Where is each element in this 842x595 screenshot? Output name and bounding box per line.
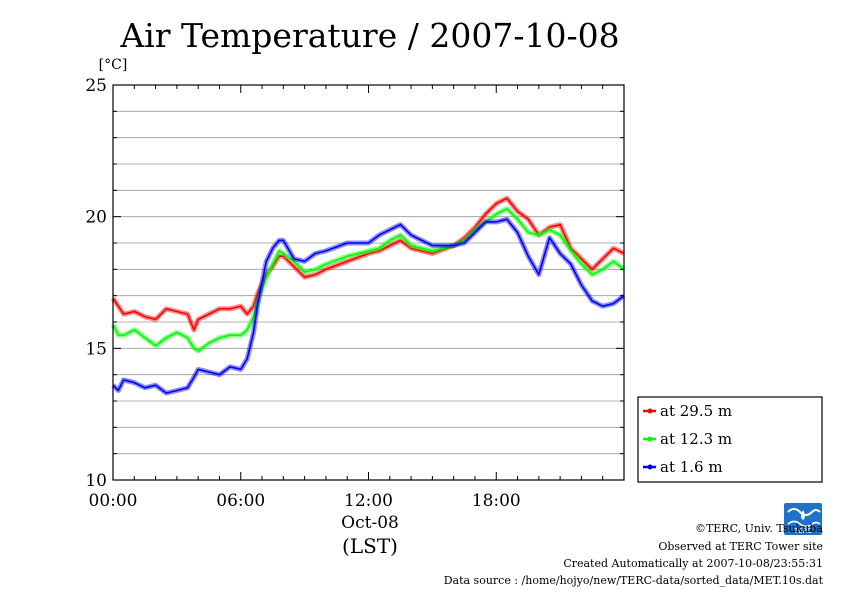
series-line-1 xyxy=(112,208,625,352)
x-tick-label: 00:00 xyxy=(89,491,138,511)
legend-marker xyxy=(647,464,653,470)
x-axis-date-label: Oct-08 xyxy=(341,513,399,533)
terc-logo: TERC xyxy=(784,503,822,535)
copyright-text: ©TERC, Univ. Tsukuba xyxy=(695,522,823,535)
x-axis-label: (LST) xyxy=(342,534,398,558)
created-text: Created Automatically at 2007-10-08/23:5… xyxy=(563,557,823,570)
series-line-2 xyxy=(112,218,625,394)
chart-legend: at 29.5 m at 12.3 m at 1.6 m xyxy=(637,396,823,483)
observed-text: Observed at TERC Tower site xyxy=(658,540,823,553)
y-tick-label: 20 xyxy=(85,208,107,228)
y-tick-label: 15 xyxy=(85,339,107,359)
plot-frame-rect xyxy=(112,84,625,481)
x-tick-label: 06:00 xyxy=(216,491,265,511)
x-tick-labels: 00:00 06:00 12:00 18:00 xyxy=(89,491,521,511)
series-line-0 xyxy=(112,197,625,331)
y-tick-label: 25 xyxy=(85,76,107,96)
legend-marker xyxy=(647,408,653,414)
legend-label: at 1.6 m xyxy=(660,458,723,476)
logo-text: TERC xyxy=(793,527,812,535)
y-axis-unit-label: [°C] xyxy=(99,57,128,73)
legend-label: at 29.5 m xyxy=(660,402,732,420)
legend-label: at 12.3 m xyxy=(660,430,732,448)
chart-title: Air Temperature / 2007-10-08 xyxy=(119,16,619,55)
x-tick-label: 12:00 xyxy=(344,491,393,511)
grid-lines xyxy=(113,110,624,455)
plot-frame xyxy=(112,84,625,481)
legend-box xyxy=(637,396,823,483)
y-tick-labels: 10 15 20 25 xyxy=(85,76,107,491)
series-lines xyxy=(110,195,626,396)
data-source-text: Data source : /home/hojyo/new/TERC-data/… xyxy=(444,574,824,587)
x-tick-label: 18:00 xyxy=(472,491,521,511)
y-tick-label: 10 xyxy=(85,471,107,491)
series-halo-0 xyxy=(110,195,626,333)
legend-marker xyxy=(647,436,653,442)
